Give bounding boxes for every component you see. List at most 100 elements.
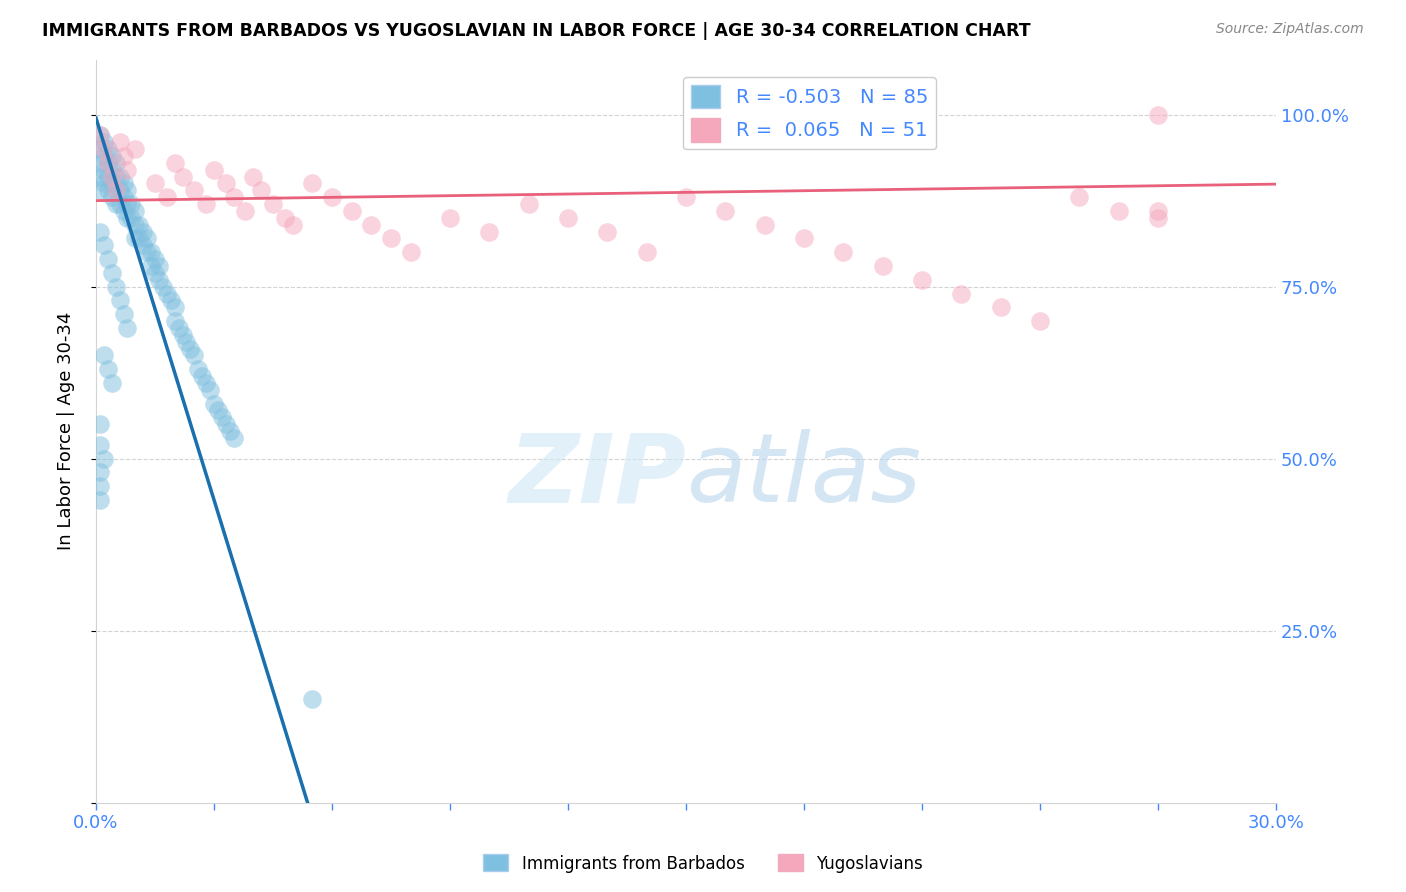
Point — [179, 342, 201, 356]
Point — [89, 183, 111, 197]
Point — [911, 273, 934, 287]
Point — [104, 156, 127, 170]
Point — [301, 177, 323, 191]
Text: Source: ZipAtlas.com: Source: ZipAtlas.com — [1216, 22, 1364, 37]
Point — [104, 197, 127, 211]
Point — [950, 286, 973, 301]
Point — [93, 162, 115, 177]
Point — [183, 183, 205, 197]
Point — [120, 211, 142, 225]
Point — [108, 183, 131, 197]
Point — [97, 156, 120, 170]
Point — [990, 300, 1012, 314]
Point — [191, 369, 214, 384]
Point — [143, 252, 166, 266]
Point — [754, 218, 776, 232]
Point — [172, 327, 194, 342]
Point — [124, 203, 146, 218]
Point — [89, 466, 111, 480]
Point — [104, 183, 127, 197]
Point — [104, 169, 127, 184]
Y-axis label: In Labor Force | Age 30-34: In Labor Force | Age 30-34 — [58, 312, 75, 550]
Point — [207, 403, 229, 417]
Point — [136, 231, 159, 245]
Point — [636, 245, 658, 260]
Point — [148, 273, 170, 287]
Point — [112, 307, 135, 321]
Point — [1029, 314, 1052, 328]
Point — [218, 424, 240, 438]
Point — [93, 135, 115, 149]
Legend: Immigrants from Barbados, Yugoslavians: Immigrants from Barbados, Yugoslavians — [477, 847, 929, 880]
Point — [108, 197, 131, 211]
Point — [89, 169, 111, 184]
Point — [108, 135, 131, 149]
Point — [250, 183, 273, 197]
Point — [97, 252, 120, 266]
Point — [100, 376, 122, 390]
Point — [139, 259, 162, 273]
Point — [301, 692, 323, 706]
Point — [97, 142, 120, 156]
Point — [321, 190, 343, 204]
Point — [163, 300, 186, 314]
Point — [112, 203, 135, 218]
Point — [439, 211, 461, 225]
Point — [143, 266, 166, 280]
Point — [202, 396, 225, 410]
Point — [1069, 190, 1091, 204]
Text: ZIP: ZIP — [508, 429, 686, 522]
Point — [1147, 108, 1170, 122]
Point — [89, 492, 111, 507]
Point — [195, 197, 218, 211]
Point — [183, 348, 205, 362]
Point — [89, 142, 111, 156]
Point — [124, 231, 146, 245]
Point — [93, 177, 115, 191]
Point — [187, 362, 209, 376]
Point — [832, 245, 855, 260]
Point — [97, 156, 120, 170]
Point — [132, 225, 155, 239]
Point — [132, 238, 155, 252]
Point — [128, 231, 150, 245]
Point — [714, 203, 737, 218]
Point — [112, 177, 135, 191]
Point — [1108, 203, 1130, 218]
Point — [104, 183, 127, 197]
Point — [1147, 203, 1170, 218]
Point — [104, 279, 127, 293]
Point — [215, 417, 238, 432]
Point — [120, 197, 142, 211]
Point — [100, 177, 122, 191]
Point — [148, 259, 170, 273]
Point — [156, 190, 179, 204]
Point — [117, 321, 139, 335]
Point — [108, 293, 131, 308]
Point — [117, 183, 139, 197]
Point — [340, 203, 363, 218]
Point — [176, 334, 198, 349]
Point — [97, 169, 120, 184]
Point — [100, 190, 122, 204]
Point — [872, 259, 894, 273]
Point — [202, 162, 225, 177]
Point — [108, 169, 131, 184]
Point — [100, 266, 122, 280]
Point — [112, 190, 135, 204]
Point — [478, 225, 501, 239]
Point — [93, 451, 115, 466]
Point — [793, 231, 815, 245]
Point — [143, 177, 166, 191]
Point — [117, 197, 139, 211]
Point — [152, 279, 174, 293]
Point — [360, 218, 382, 232]
Point — [117, 211, 139, 225]
Point — [222, 190, 245, 204]
Point — [222, 431, 245, 445]
Legend: R = -0.503   N = 85, R =  0.065   N = 51: R = -0.503 N = 85, R = 0.065 N = 51 — [683, 77, 936, 150]
Point — [89, 128, 111, 143]
Point — [675, 190, 697, 204]
Point — [139, 245, 162, 260]
Point — [100, 149, 122, 163]
